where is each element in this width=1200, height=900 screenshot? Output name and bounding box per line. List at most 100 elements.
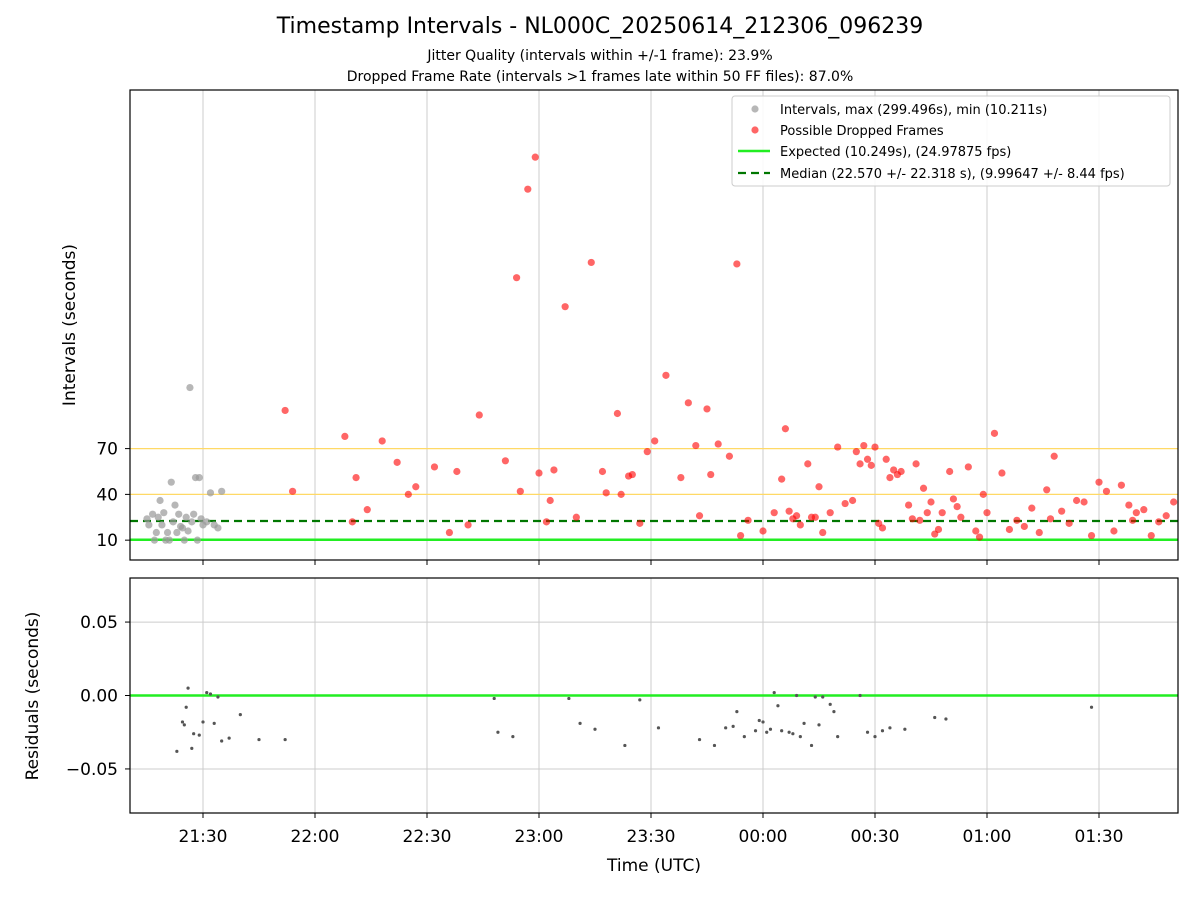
residual-point xyxy=(578,721,582,726)
legend-label-3: Median (22.570 +/- 22.318 s), (9.99647 +… xyxy=(780,167,1125,182)
dropped-frame-point xyxy=(964,463,972,471)
interval-point xyxy=(158,521,166,529)
residual-point xyxy=(735,710,739,714)
residual-point xyxy=(780,729,784,733)
dropped-frame-point xyxy=(841,499,849,508)
residual-point xyxy=(192,732,196,736)
dropped-frame-point xyxy=(781,425,790,433)
dropped-frame-point xyxy=(289,487,297,495)
legend-label-1: Possible Dropped Frames xyxy=(780,124,944,139)
dropped-frame-point xyxy=(953,502,961,511)
dropped-frame-point xyxy=(849,496,857,505)
interval-point xyxy=(182,513,190,521)
residual-point xyxy=(753,729,758,733)
top-plot-axes: 10 40 70 xyxy=(96,440,1100,565)
dropped-frame-point xyxy=(341,432,349,440)
dropped-frame-point xyxy=(905,501,913,509)
chart-title: Timestamp Intervals - NL000C_20250614_21… xyxy=(276,14,924,39)
residual-point xyxy=(828,702,832,706)
x-tick-label: 22:30 xyxy=(403,827,452,847)
interval-point xyxy=(175,510,183,518)
bottom-plot-points xyxy=(175,686,1094,753)
residual-point xyxy=(765,730,769,734)
dropped-frame-point xyxy=(759,527,767,535)
dropped-frame-point xyxy=(1132,509,1140,517)
dropped-frame-point xyxy=(430,463,439,471)
residual-point xyxy=(888,726,892,730)
dropped-frame-point xyxy=(707,470,715,479)
dropped-frame-point xyxy=(1020,522,1028,531)
residual-point xyxy=(227,736,231,740)
residual-point xyxy=(944,717,948,721)
dropped-frame-point xyxy=(1058,507,1066,515)
top-y-tick-label: 10 xyxy=(96,531,118,551)
dropped-frame-point xyxy=(684,399,692,407)
x-tick-label: 23:30 xyxy=(627,827,676,847)
residual-point xyxy=(205,690,209,695)
dropped-frame-point xyxy=(860,441,868,450)
interval-point xyxy=(171,501,179,509)
dropped-frame-point xyxy=(501,457,509,465)
dropped-frame-point xyxy=(1046,515,1055,523)
dropped-frame-point xyxy=(662,371,670,379)
dropped-frame-point xyxy=(882,455,890,463)
dropped-frame-point xyxy=(856,460,864,468)
residual-point xyxy=(208,692,213,696)
dropped-frame-point xyxy=(1073,496,1081,505)
bottom-y-tick-label: 0.00 xyxy=(80,687,118,707)
dropped-frame-point xyxy=(692,441,700,450)
residual-point xyxy=(757,718,761,723)
interval-point xyxy=(145,521,153,529)
residual-point xyxy=(186,686,190,690)
interval-point xyxy=(188,518,196,526)
dropped-frame-point xyxy=(725,452,734,460)
dropped-frame-point xyxy=(617,490,625,498)
residual-point xyxy=(795,693,799,698)
interval-point xyxy=(214,524,222,532)
dropped-frame-point xyxy=(737,531,745,540)
dropped-frame-point xyxy=(863,455,872,463)
dropped-frame-point xyxy=(695,512,704,520)
legend: Intervals, max (299.496s), min (10.211s)… xyxy=(731,95,1171,187)
residual-point xyxy=(220,739,224,743)
dropped-frame-point xyxy=(975,533,984,541)
dropped-frame-point xyxy=(1095,478,1103,486)
residual-point xyxy=(593,727,597,731)
dropped-frame-point xyxy=(445,528,453,537)
residual-point xyxy=(511,735,515,739)
dropped-frame-point xyxy=(1110,527,1118,535)
dropped-frame-point xyxy=(475,411,483,419)
dropped-frame-point xyxy=(923,509,931,517)
dropped-frame-point xyxy=(513,274,521,282)
dropped-frame-point xyxy=(561,303,569,311)
dropped-frame-point xyxy=(1129,516,1137,524)
interval-point xyxy=(156,496,164,505)
interval-point xyxy=(203,518,211,526)
dropped-frame-point xyxy=(628,470,636,479)
residual-point xyxy=(776,704,780,708)
x-tick-label: 00:30 xyxy=(851,827,900,847)
interval-point xyxy=(160,509,168,517)
bottom-y-axis-label: Residuals (seconds) xyxy=(23,612,43,781)
x-tick-label: 00:00 xyxy=(739,827,788,847)
dropped-frame-point xyxy=(393,458,401,466)
dropped-frame-point xyxy=(703,405,711,413)
dropped-frame-point xyxy=(281,406,289,415)
residual-point xyxy=(724,726,728,730)
residual-point xyxy=(731,724,735,728)
dropped-frame-point xyxy=(912,460,920,468)
interval-point xyxy=(154,513,162,521)
residual-point xyxy=(697,737,702,742)
dropped-frame-point xyxy=(572,513,580,521)
residual-point xyxy=(212,721,216,726)
residual-point xyxy=(761,720,765,724)
dropped-frame-point xyxy=(927,498,935,506)
dropped-frame-point xyxy=(778,475,786,483)
dropped-frame-point xyxy=(1035,528,1043,537)
residual-point xyxy=(1089,705,1094,709)
dropped-frame-point xyxy=(602,489,610,497)
residual-point xyxy=(496,730,500,734)
x-tick-label: 21:30 xyxy=(179,827,228,847)
dropped-frame-point xyxy=(957,513,965,521)
top-y-tick-label: 70 xyxy=(96,440,118,460)
